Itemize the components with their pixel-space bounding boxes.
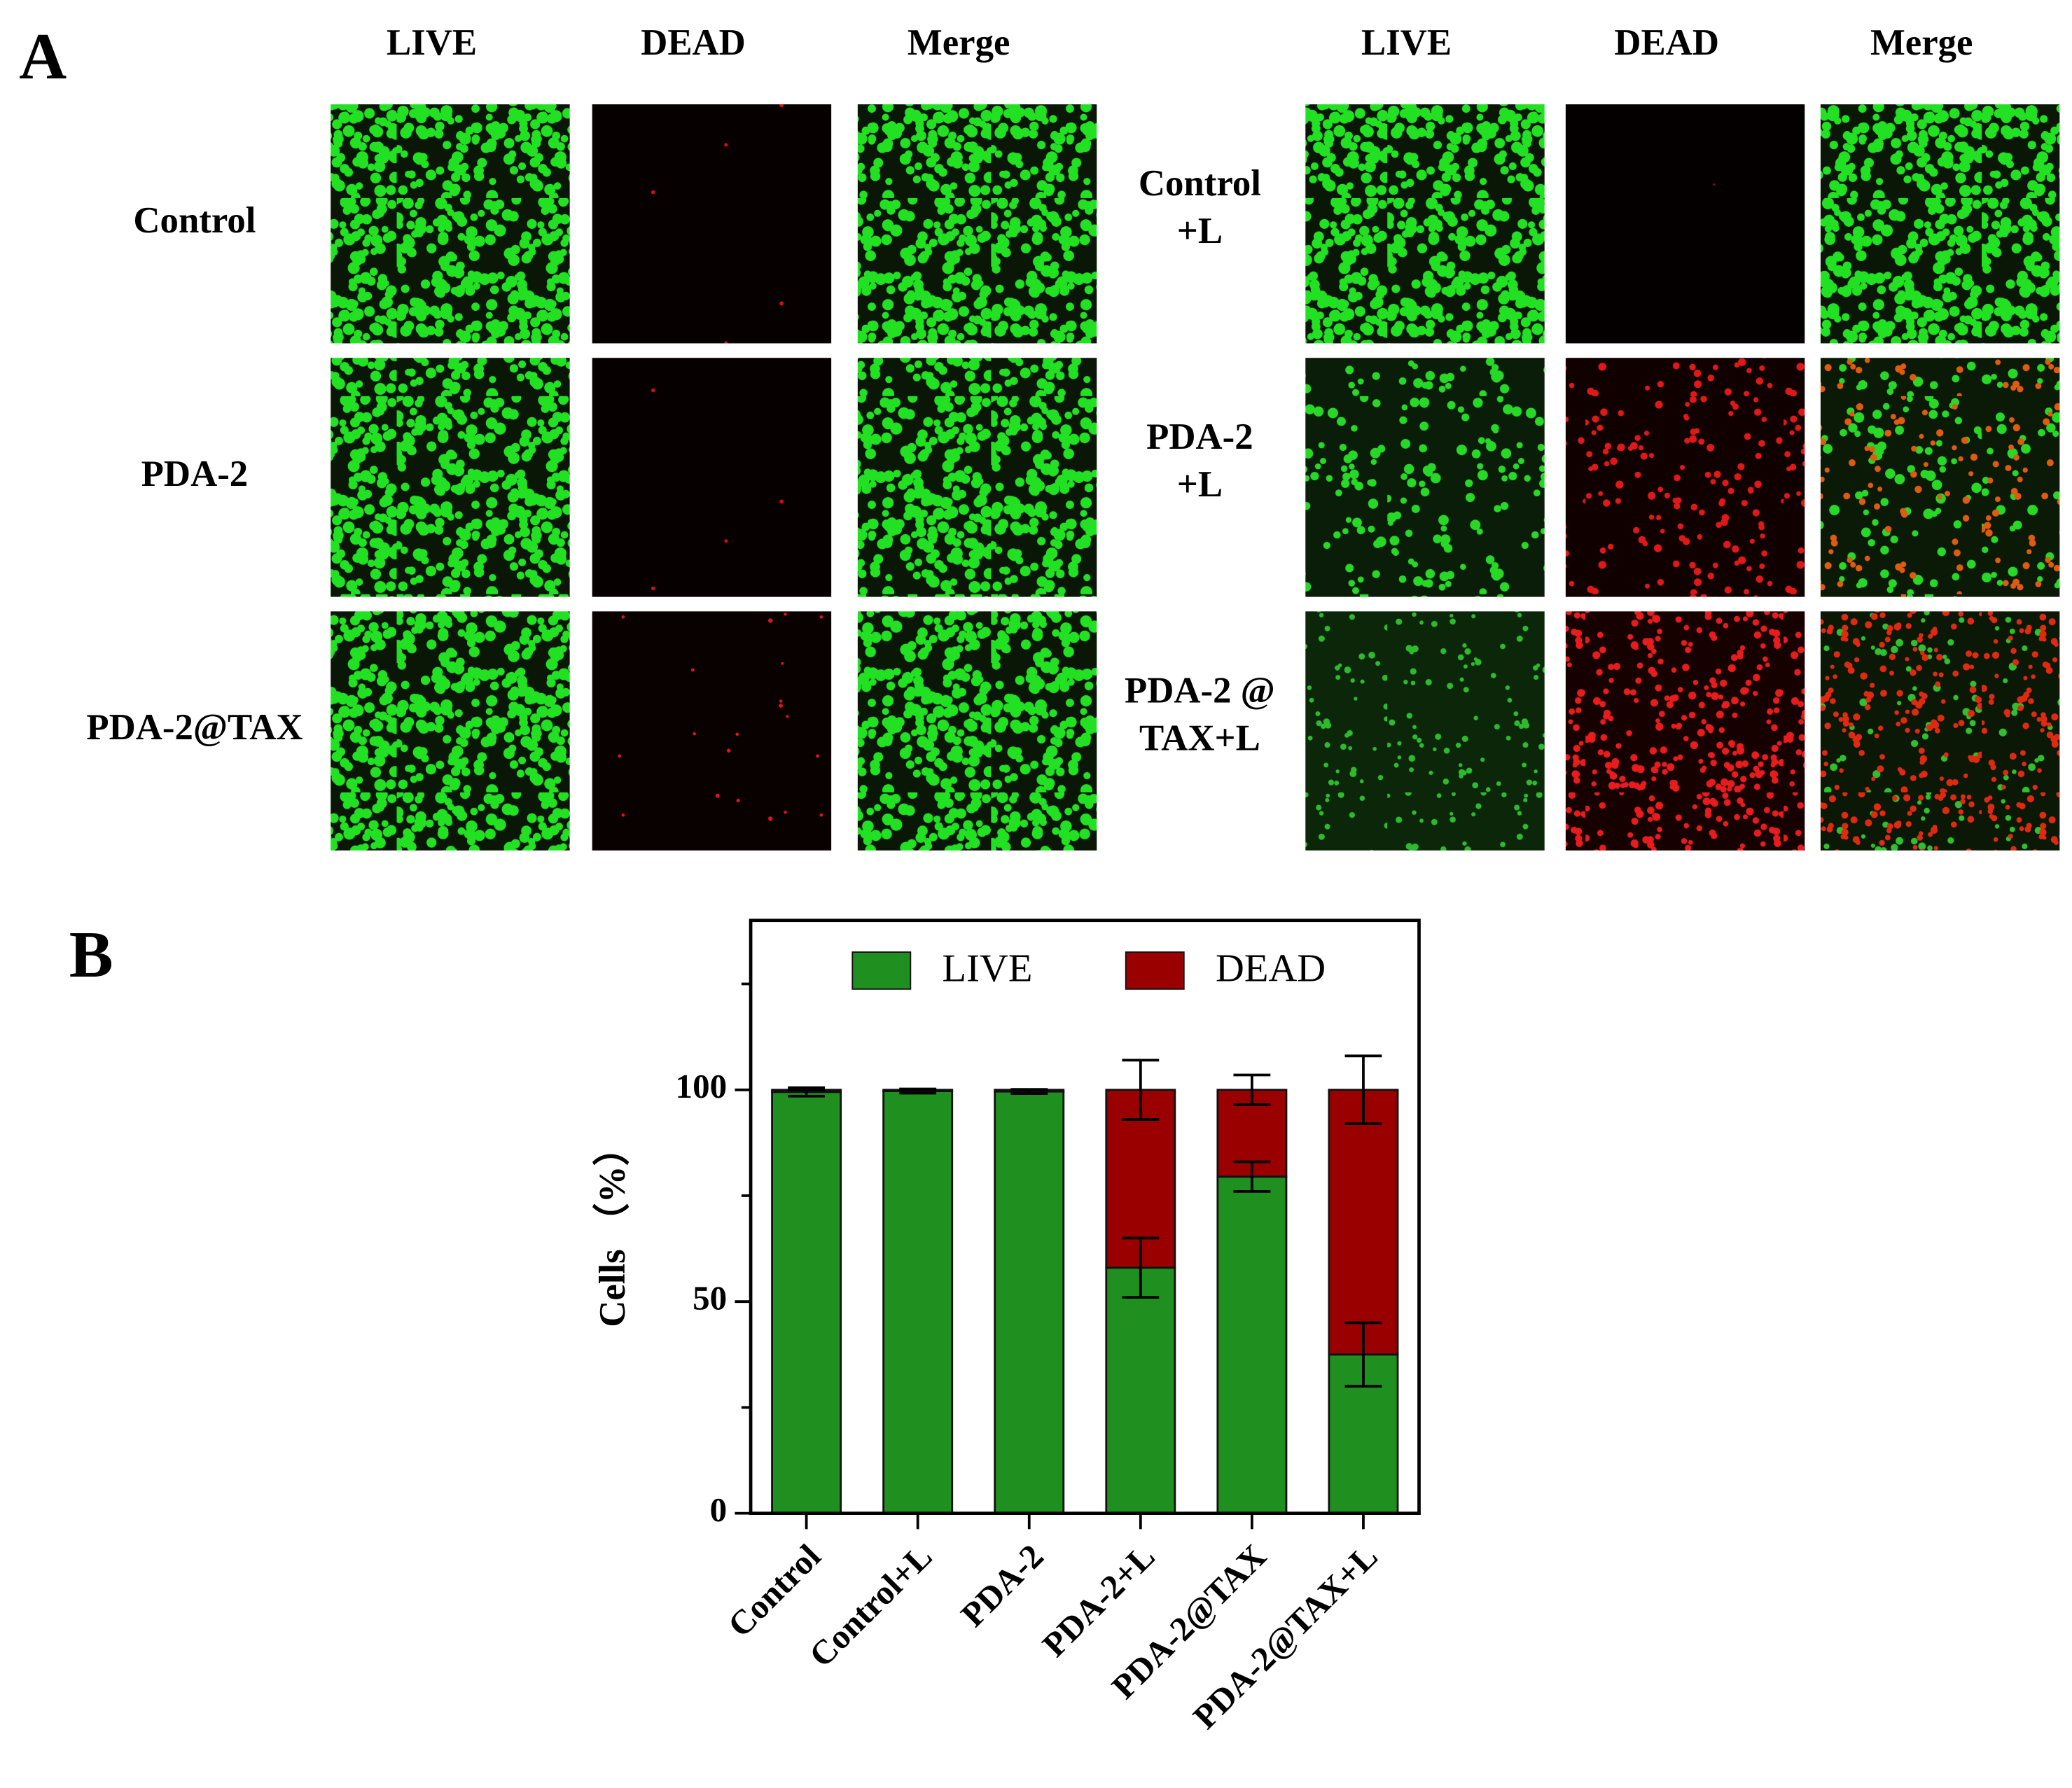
bar-segment — [1105, 1266, 1176, 1515]
error-bar — [1122, 1236, 1160, 1299]
y-tick-label: 50 — [693, 1278, 727, 1317]
bar-segment — [882, 1090, 954, 1515]
x-tick-label: Control — [721, 1537, 828, 1644]
x-tick-label: PDA-2 — [954, 1537, 1051, 1634]
bar-segment — [994, 1090, 1065, 1515]
micrograph — [857, 611, 1097, 851]
column-header: DEAD — [641, 22, 746, 63]
micrograph — [331, 104, 570, 344]
row-label: PDA-2@TAX — [86, 707, 303, 748]
error-bar — [1233, 1073, 1271, 1106]
column-header: LIVE — [1361, 22, 1452, 63]
micrograph — [1820, 358, 2060, 597]
panel-label: A — [19, 20, 67, 93]
micrograph — [592, 358, 832, 597]
micrograph — [857, 358, 1097, 597]
row-label: Control — [1139, 163, 1261, 204]
micrograph — [1565, 358, 1805, 597]
bar-segment — [1216, 1175, 1288, 1515]
y-axis-label: Cells （%） — [592, 1129, 633, 1327]
y-tick-label: 0 — [710, 1490, 728, 1529]
error-bar — [1344, 1321, 1382, 1388]
plot-frame — [749, 919, 1421, 1516]
micrograph — [1305, 611, 1545, 851]
legend-swatch — [851, 951, 912, 990]
micrograph — [1565, 611, 1805, 851]
column-header: Merge — [908, 22, 1010, 63]
row-label: +L — [1177, 211, 1223, 251]
legend-swatch — [1125, 951, 1185, 990]
row-label: PDA-2 — [1146, 417, 1253, 457]
row-label: +L — [1177, 464, 1223, 505]
column-header: Merge — [1870, 22, 1973, 63]
legend-label: DEAD — [1216, 947, 1326, 990]
micrograph — [1305, 104, 1545, 344]
row-label: PDA-2 @ — [1125, 670, 1275, 711]
column-header: DEAD — [1614, 22, 1719, 63]
micrograph — [331, 358, 570, 597]
bar-segment — [1328, 1089, 1399, 1356]
micrograph — [1820, 611, 2060, 851]
micrograph — [592, 611, 832, 851]
error-bar — [1344, 1054, 1382, 1125]
error-bar — [1122, 1059, 1160, 1121]
y-tick-label: 100 — [676, 1067, 728, 1105]
error-bar — [1233, 1160, 1271, 1193]
micrograph — [1305, 358, 1545, 597]
micrograph — [592, 104, 832, 344]
bar-segment — [771, 1091, 842, 1515]
row-label: Control — [133, 200, 256, 241]
micrograph — [1565, 104, 1805, 344]
micrograph — [857, 104, 1097, 344]
micrograph — [331, 611, 570, 851]
row-label: PDA-2 — [141, 454, 249, 494]
column-header: LIVE — [387, 22, 477, 63]
micrograph — [1820, 104, 2060, 344]
x-tick-label: Control+L — [802, 1537, 940, 1675]
row-label: TAX+L — [1139, 718, 1260, 758]
panel-label: B — [69, 919, 113, 991]
legend-label: LIVE — [943, 947, 1033, 990]
